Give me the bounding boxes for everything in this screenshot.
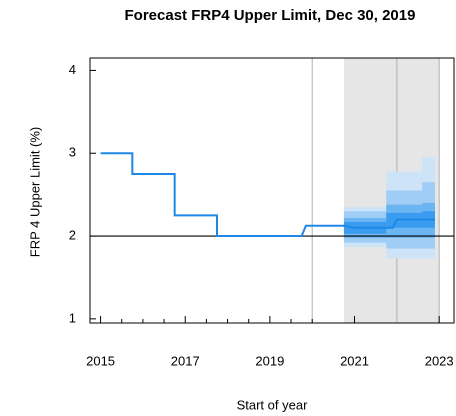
series-line — [100, 152, 435, 238]
x-tick-label: 2015 — [86, 353, 115, 368]
x-tick-label: 2023 — [425, 353, 454, 368]
y-tick-label: 3 — [69, 145, 76, 160]
x-tick-label: 2021 — [340, 353, 369, 368]
y-axis-label: FRP 4 Upper Limit (%) — [27, 127, 42, 258]
y-tick-label: 1 — [69, 310, 76, 325]
plot-border — [89, 57, 455, 324]
y-tick-label: 4 — [69, 62, 76, 77]
x-axis-label: Start of year — [237, 397, 308, 412]
x-tick-label: 2019 — [255, 353, 284, 368]
chart-title: Forecast FRP4 Upper Limit, Dec 30, 2019 — [125, 7, 416, 24]
x-tick-label: 2017 — [171, 353, 200, 368]
y-tick-label: 2 — [69, 227, 76, 242]
